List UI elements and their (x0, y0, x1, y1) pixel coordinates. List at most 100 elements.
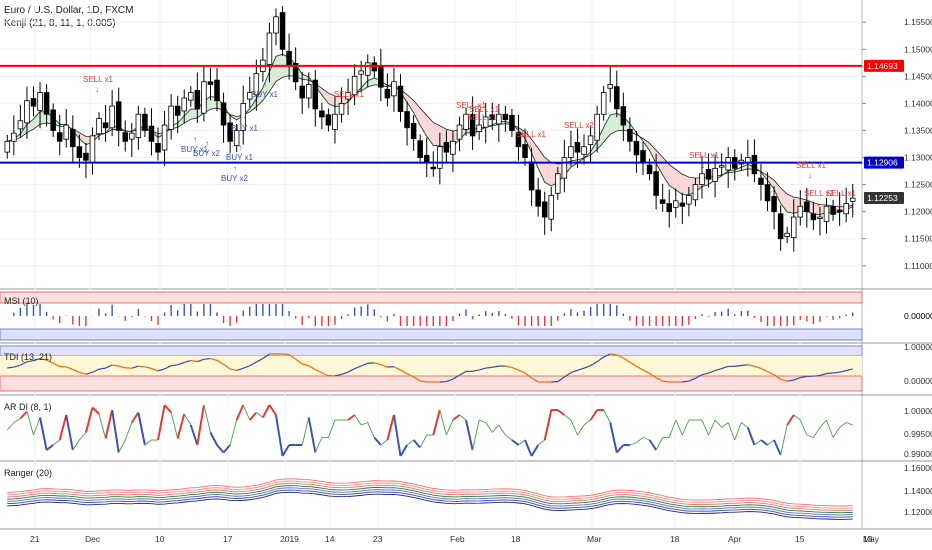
time-tick-label: 18 (511, 534, 521, 544)
ardi-line-segment (33, 417, 41, 436)
tdi-label[interactable]: TDI (13, 21) (4, 352, 53, 362)
sell-signal-label: SELL x1 (456, 101, 486, 110)
ardi-line-segment (386, 414, 395, 441)
candle (194, 72, 201, 123)
time-tick-label: Feb (450, 534, 465, 544)
kenji-cloud-segment (177, 115, 185, 128)
sell-signal-label: SELL x1 (804, 189, 834, 198)
tdi-line-segment (760, 367, 768, 373)
time-tick-label: 21 (30, 534, 40, 544)
candle-body (568, 146, 574, 158)
tdi-lower-zone (0, 375, 863, 392)
level-tag-label: 1.14693 (867, 61, 898, 71)
ardi-line-segment (472, 419, 480, 451)
buy-signal-label: BUY x2 (221, 174, 249, 183)
sell-arrow: ↓ (838, 199, 842, 208)
candle (437, 132, 443, 185)
main-price-pane: 1.15500 1.15000 1.14500 1.14000 1.13500 1.130… (0, 6, 932, 271)
candle-body (836, 209, 843, 213)
tdi-line-segment (524, 372, 532, 379)
tdi-line-segment (236, 367, 244, 372)
candle (790, 199, 797, 252)
candle-body (804, 201, 810, 213)
candle (502, 105, 509, 132)
kenji-cloud-segment (190, 109, 198, 120)
candle (640, 142, 646, 176)
candle-body (627, 128, 633, 142)
tdi-line-segment (92, 368, 100, 373)
ranger-band-line (7, 478, 853, 507)
ardi-line-segment (524, 439, 533, 457)
kenji-cloud-segment (669, 164, 676, 190)
candle (266, 22, 273, 83)
ardi-line-segment (307, 417, 317, 453)
sell-signal-label: SELL x2 (564, 121, 594, 130)
candle (673, 188, 679, 218)
ardi-line-segment (380, 439, 388, 446)
ardi-line-segment (603, 409, 611, 423)
tdi-line-segment (164, 365, 172, 370)
candle-body (83, 152, 89, 161)
candle (220, 92, 227, 143)
candle (836, 192, 843, 226)
candle (758, 164, 764, 201)
kenji-cloud-segment (40, 111, 47, 125)
tdi-line-segment (26, 359, 34, 363)
candle-body (50, 109, 56, 131)
time-tick-label: 23 (373, 534, 383, 544)
candle-body (692, 184, 699, 201)
tdi-line-segment (452, 374, 460, 380)
indicator-title[interactable]: Kenji (21, 8, 11, 1, 0.005) (4, 18, 116, 29)
ardi-line-segment (84, 407, 94, 433)
candle (50, 103, 56, 137)
tdi-line-segment (302, 363, 309, 367)
candle-body (391, 81, 397, 97)
candle-body (686, 195, 692, 205)
candle (305, 72, 312, 109)
price-tick-label: 1.13500 (904, 125, 932, 135)
tdi-line-segment (846, 368, 853, 372)
candle (56, 114, 63, 156)
ardi-line-segment (242, 404, 251, 421)
candle (659, 183, 666, 212)
tdi-line-segment (400, 369, 408, 375)
ardi-line-segment (209, 432, 218, 446)
time-tick-label: May (863, 534, 880, 544)
tdi-line-segment (780, 378, 788, 382)
kenji-cloud-segment (603, 115, 611, 143)
tdi-line-segment (98, 367, 106, 370)
ardi-line-segment (570, 419, 578, 436)
tdi-line-segment (688, 377, 696, 382)
price-tick-label: 1.12500 (904, 180, 932, 190)
ardi-line-segment (721, 422, 729, 428)
candle-body (102, 122, 109, 129)
ardi-line-segment (675, 419, 683, 436)
ranger-label[interactable]: Ranger (20) (4, 468, 53, 478)
tdi-line-segment (79, 371, 87, 375)
ardi-line-segment (518, 439, 526, 446)
time-tick-label: 13 (863, 534, 873, 544)
tdi-upper-zone (0, 345, 863, 357)
tdi-line-segment (184, 359, 191, 364)
ardi-line-segment (52, 439, 60, 446)
tdi-line-segment (570, 369, 578, 374)
candle-body (594, 113, 600, 141)
candle-body (378, 66, 384, 88)
ardi-line-segment (746, 427, 756, 446)
symbol-title[interactable]: Euro / U.S. Dollar, 1D, FXCM (4, 5, 134, 16)
ardi-line-segment (505, 434, 513, 441)
kenji-cloud-segment (420, 108, 427, 137)
ardi-line-segment (124, 422, 133, 441)
ardi-line-segment (557, 409, 565, 416)
ardi-line-segment (491, 424, 500, 433)
msi-label[interactable]: MSI (10) (4, 296, 39, 306)
ardi-line-segment (754, 439, 762, 446)
candle-body (76, 146, 83, 158)
candle-body (338, 103, 345, 115)
candle (109, 90, 115, 137)
tdi-line-segment (151, 367, 159, 372)
ardi-label[interactable]: AR DI (8, 1) (4, 402, 52, 412)
candle (764, 172, 771, 212)
ardi-line-segment (708, 419, 716, 436)
